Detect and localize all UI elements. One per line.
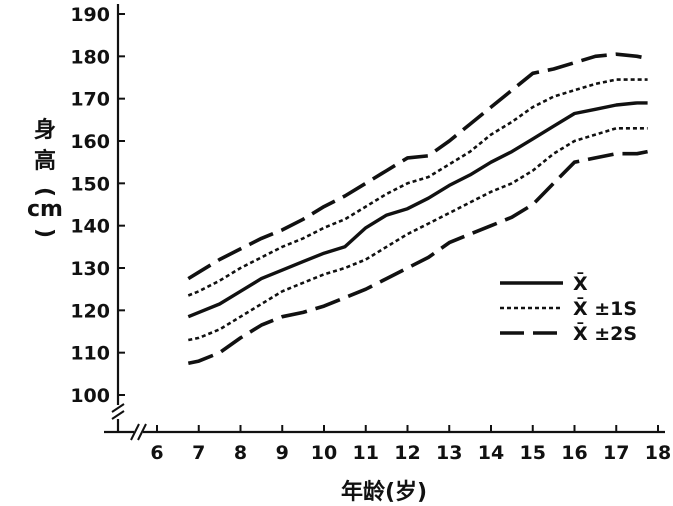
y-tick-label: 130 (70, 258, 110, 280)
y-tick-label: 160 (70, 131, 110, 153)
y-tick-label: 140 (70, 216, 110, 238)
y-axis-title-part: ) (32, 228, 57, 238)
y-axis-title-part: cm (27, 197, 63, 222)
series-line-4 (187, 149, 648, 366)
y-tick-label: 170 (70, 89, 110, 111)
axes-layer: 100 110 120 130 140 150 160 170 180 190 6 7 8 9 10 11 12… (70, 4, 671, 464)
x-tick-label: 14 (478, 442, 504, 464)
x-axis-break (130, 423, 147, 441)
series-line-1 (187, 78, 648, 297)
x-tick-label: 8 (234, 442, 247, 464)
y-axis-break (111, 403, 125, 420)
legend-label: X̄ (573, 272, 588, 295)
series-layer (187, 52, 648, 366)
series-line-2 (188, 127, 648, 342)
series-line-0 (187, 101, 648, 319)
x-tick-label: 7 (192, 442, 205, 464)
x-tick-label: 11 (353, 442, 379, 464)
axis-titles: 年龄(岁) 身高 (cm) (27, 117, 427, 505)
x-tick-label: 9 (276, 442, 289, 464)
x-axis-title: 年龄(岁) (341, 479, 427, 505)
y-tick-label: 120 (70, 300, 110, 322)
y-tick-label: 110 (70, 343, 110, 365)
y-tick-label: 100 (70, 385, 110, 407)
x-tick-label: 6 (150, 442, 163, 464)
legend-label: X̄ ±2S (573, 322, 637, 345)
legend: X̄X̄ ±1SX̄ ±2S (500, 272, 637, 345)
x-tick-label: 15 (520, 442, 546, 464)
x-tick-label: 17 (603, 442, 629, 464)
y-axis-title-part: 身 (34, 117, 56, 143)
y-axis-title-part: 高 (34, 148, 56, 174)
y-tick-label: 190 (70, 4, 110, 26)
x-tick-label: 10 (311, 442, 337, 464)
x-tick-label: 13 (436, 442, 462, 464)
y-tick-label: 150 (70, 173, 110, 195)
x-tick-label: 16 (561, 442, 587, 464)
x-tick-label: 12 (394, 442, 420, 464)
x-tick-label: 18 (645, 442, 671, 464)
series-line-3 (187, 52, 648, 281)
y-tick-label: 180 (70, 46, 110, 68)
y-axis-title-part: ( (32, 187, 57, 197)
legend-label: X̄ ±1S (573, 297, 637, 320)
